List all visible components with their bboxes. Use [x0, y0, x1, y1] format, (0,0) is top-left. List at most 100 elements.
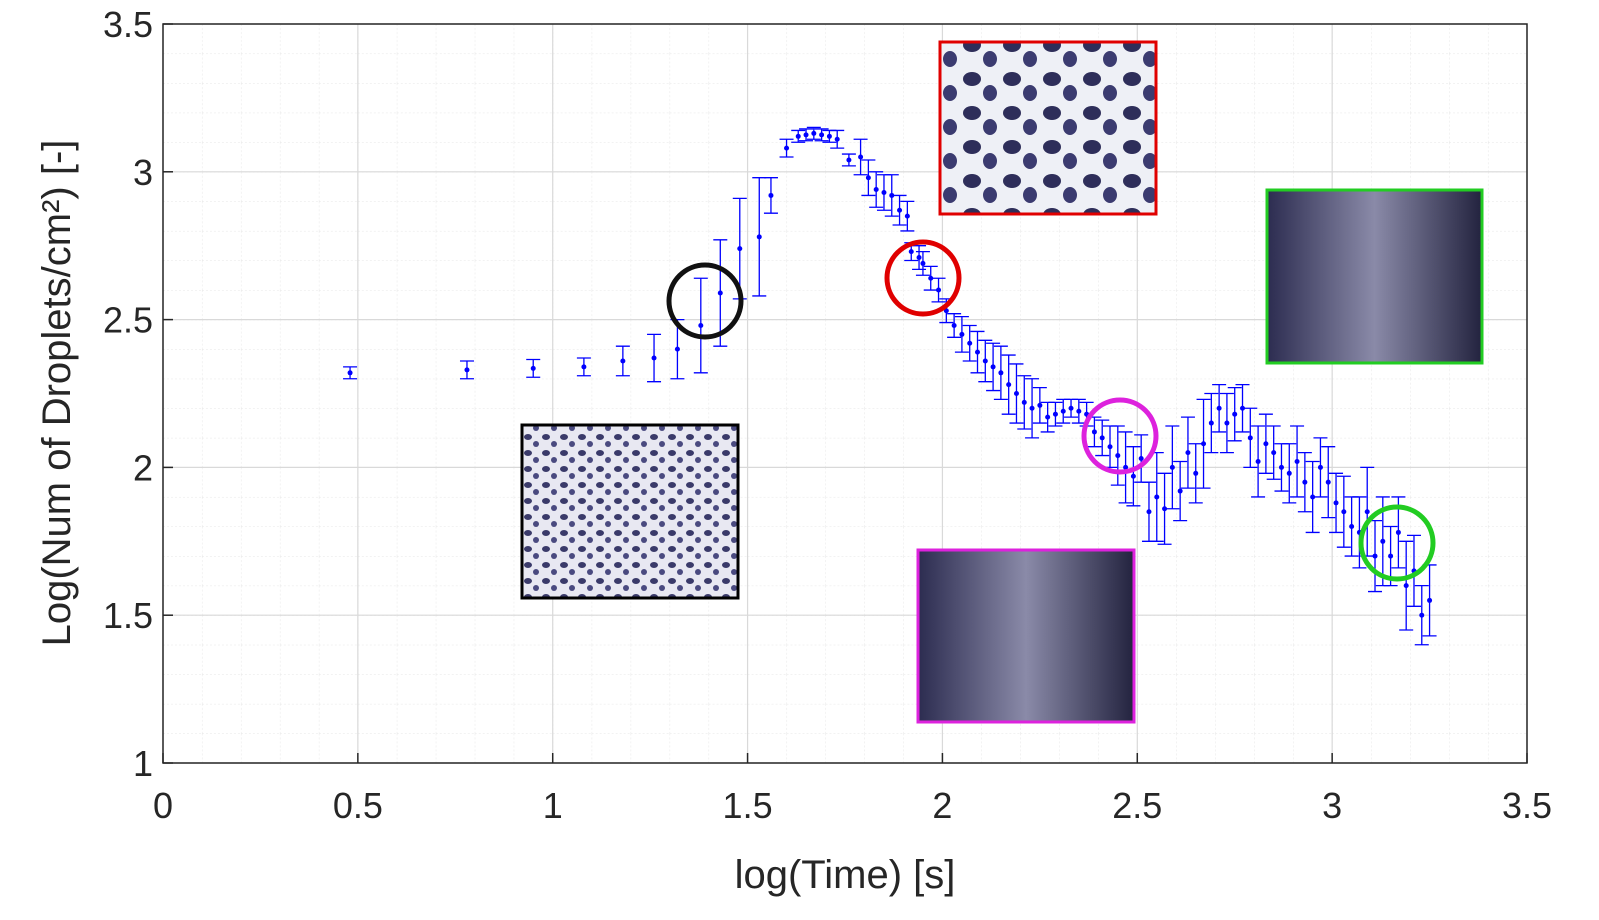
data-point: [1263, 441, 1269, 447]
data-point: [1247, 435, 1253, 441]
data-point: [1177, 488, 1183, 494]
data-point: [1427, 597, 1433, 603]
data-point: [936, 287, 942, 293]
data: [343, 126, 1437, 646]
data-point: [756, 234, 762, 240]
inset-image: [916, 548, 1136, 724]
data-point: [1146, 509, 1152, 515]
data-point: [1115, 453, 1121, 459]
y-tick-label: 3: [133, 152, 153, 193]
highlight-circle: [1358, 504, 1436, 582]
data-point: [1302, 479, 1308, 485]
data-point: [1107, 444, 1113, 450]
data-point: [803, 132, 809, 138]
data-point: [920, 260, 926, 266]
data-point: [1294, 458, 1300, 464]
x-tick-label: 0.5: [333, 785, 383, 826]
data-point: [1395, 529, 1401, 535]
data-point: [873, 187, 879, 193]
data-point: [1372, 553, 1378, 559]
data-point: [464, 367, 470, 373]
x-tick-label: 3: [1322, 785, 1342, 826]
data-point: [865, 175, 871, 181]
data-point: [1162, 506, 1168, 512]
x-tick-label: 1: [543, 785, 563, 826]
y-tick-label: 2: [133, 447, 153, 488]
data-point: [998, 370, 1004, 376]
data-point: [1193, 470, 1199, 476]
y-tick-label: 1.5: [103, 595, 153, 636]
highlight-circle: [1081, 397, 1159, 475]
data-point: [1317, 464, 1323, 470]
data-point: [795, 133, 801, 139]
x-tick-label: 0: [153, 785, 173, 826]
data-point: [1216, 405, 1222, 411]
data-point: [858, 154, 864, 160]
data-point: [881, 189, 887, 195]
data-point: [698, 323, 704, 329]
data-point: [959, 331, 965, 337]
data-point: [1403, 583, 1409, 589]
data-point: [1068, 405, 1074, 411]
y-tick-label: 1: [133, 743, 153, 784]
data-point: [1052, 411, 1058, 417]
data-point: [1138, 456, 1144, 462]
minor-grid: [163, 24, 1527, 763]
data-point: [1255, 458, 1261, 464]
data-point: [916, 255, 922, 261]
y-tick-label: 3.5: [103, 4, 153, 45]
data-point: [811, 130, 817, 136]
data-point: [651, 355, 657, 361]
data-point: [1341, 509, 1347, 515]
data-point: [1091, 429, 1097, 435]
inset-image: [938, 40, 1158, 216]
data-point: [784, 145, 790, 151]
data-point: [928, 275, 934, 281]
data-point: [982, 358, 988, 364]
x-tick-label: 2.5: [1112, 785, 1162, 826]
data-point: [1076, 408, 1082, 414]
data-point: [1154, 494, 1160, 500]
data-point: [1325, 479, 1331, 485]
data-point: [1240, 405, 1246, 411]
data-point: [1201, 441, 1207, 447]
x-tick-label: 3.5: [1502, 785, 1552, 826]
inset-image: [520, 423, 740, 600]
data-point: [967, 340, 973, 346]
data-point: [904, 213, 910, 219]
x-axis-label: log(Time) [s]: [735, 853, 956, 897]
highlight-circle: [884, 239, 962, 317]
data-point: [834, 136, 840, 142]
data-point: [347, 370, 353, 376]
data-point: [1388, 553, 1394, 559]
data-point: [1185, 450, 1191, 456]
data-point: [1278, 464, 1284, 470]
y-tick-label: 2.5: [103, 300, 153, 341]
data-point: [826, 133, 832, 139]
data-point: [951, 323, 957, 329]
data-point: [990, 364, 996, 370]
data-point: [1060, 408, 1066, 414]
data-point: [1224, 420, 1230, 426]
data-point: [581, 364, 587, 370]
inset-image: [1265, 188, 1484, 365]
data-point: [846, 157, 852, 163]
data-point: [1419, 612, 1425, 618]
data-point: [819, 132, 825, 138]
data-point: [1271, 450, 1277, 456]
data-point: [1333, 500, 1339, 506]
data-point: [768, 192, 774, 198]
data-point: [1099, 435, 1105, 441]
data-point: [1169, 464, 1175, 470]
data-point: [717, 290, 723, 296]
data-point: [674, 346, 680, 352]
data-point: [1013, 391, 1019, 396]
insets: [520, 40, 1484, 724]
data-point: [530, 365, 536, 371]
data-point: [897, 207, 903, 213]
data-point: [1029, 405, 1035, 411]
highlight-circle: [666, 262, 744, 340]
x-tick-label: 1.5: [723, 785, 773, 826]
data-point: [1380, 538, 1386, 544]
